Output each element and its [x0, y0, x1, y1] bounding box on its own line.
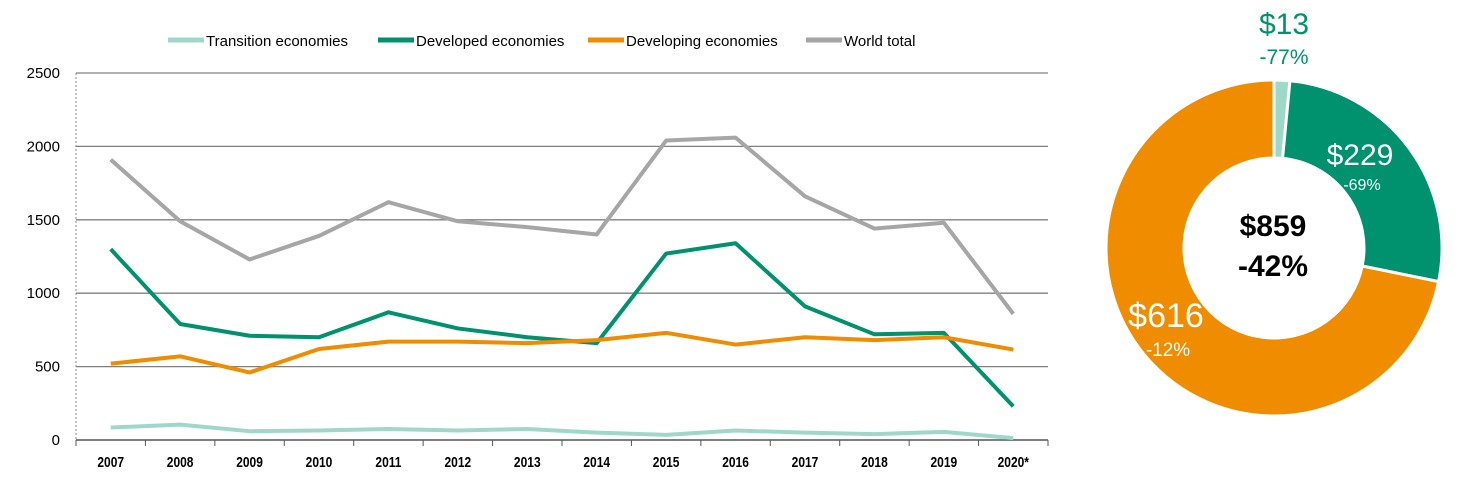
x-tick-label: 2011 [375, 454, 401, 471]
series-line-transition-economies [111, 425, 1014, 439]
x-tick-label: 2013 [514, 454, 541, 471]
x-tick-label: 2012 [445, 454, 472, 471]
y-tick-label: 2500 [27, 65, 60, 82]
legend-label: Developing economies [626, 33, 778, 50]
center-total-label: $859 [1240, 210, 1307, 243]
legend-label: World total [844, 33, 915, 50]
series-line-world-total [111, 138, 1014, 314]
y-tick-label: 2000 [27, 138, 60, 155]
series-line-developed-economies [111, 243, 1014, 406]
x-tick-label: 2007 [97, 454, 124, 471]
x-tick-label: 2015 [653, 454, 680, 471]
legend-label: Developed economies [416, 33, 564, 50]
x-tick-label: 2009 [236, 454, 263, 471]
slice-change-label: -77% [1259, 46, 1308, 69]
y-tick-label: 1000 [27, 285, 60, 302]
slice-value-label: $616 [1128, 297, 1204, 335]
x-tick-label: 2008 [167, 454, 194, 471]
x-tick-label: 2014 [583, 454, 610, 471]
slice-value-label: $229 [1327, 139, 1394, 172]
x-tick-label: 2017 [792, 454, 819, 471]
x-tick-label: 2019 [931, 454, 958, 471]
slice-change-label: -69% [1343, 177, 1380, 194]
y-tick-label: 500 [35, 359, 60, 376]
center-change-label: -42% [1238, 250, 1308, 283]
legend-label: Transition economies [206, 33, 348, 50]
y-tick-label: 1500 [27, 212, 60, 229]
x-tick-label: 2016 [722, 454, 749, 471]
x-tick-label: 2020* [998, 454, 1030, 471]
x-tick-label: 2018 [861, 454, 888, 471]
slice-value-label: $13 [1259, 8, 1309, 41]
y-tick-label: 0 [52, 432, 60, 449]
slice-change-label: -12% [1146, 340, 1190, 361]
x-tick-label: 2010 [306, 454, 333, 471]
